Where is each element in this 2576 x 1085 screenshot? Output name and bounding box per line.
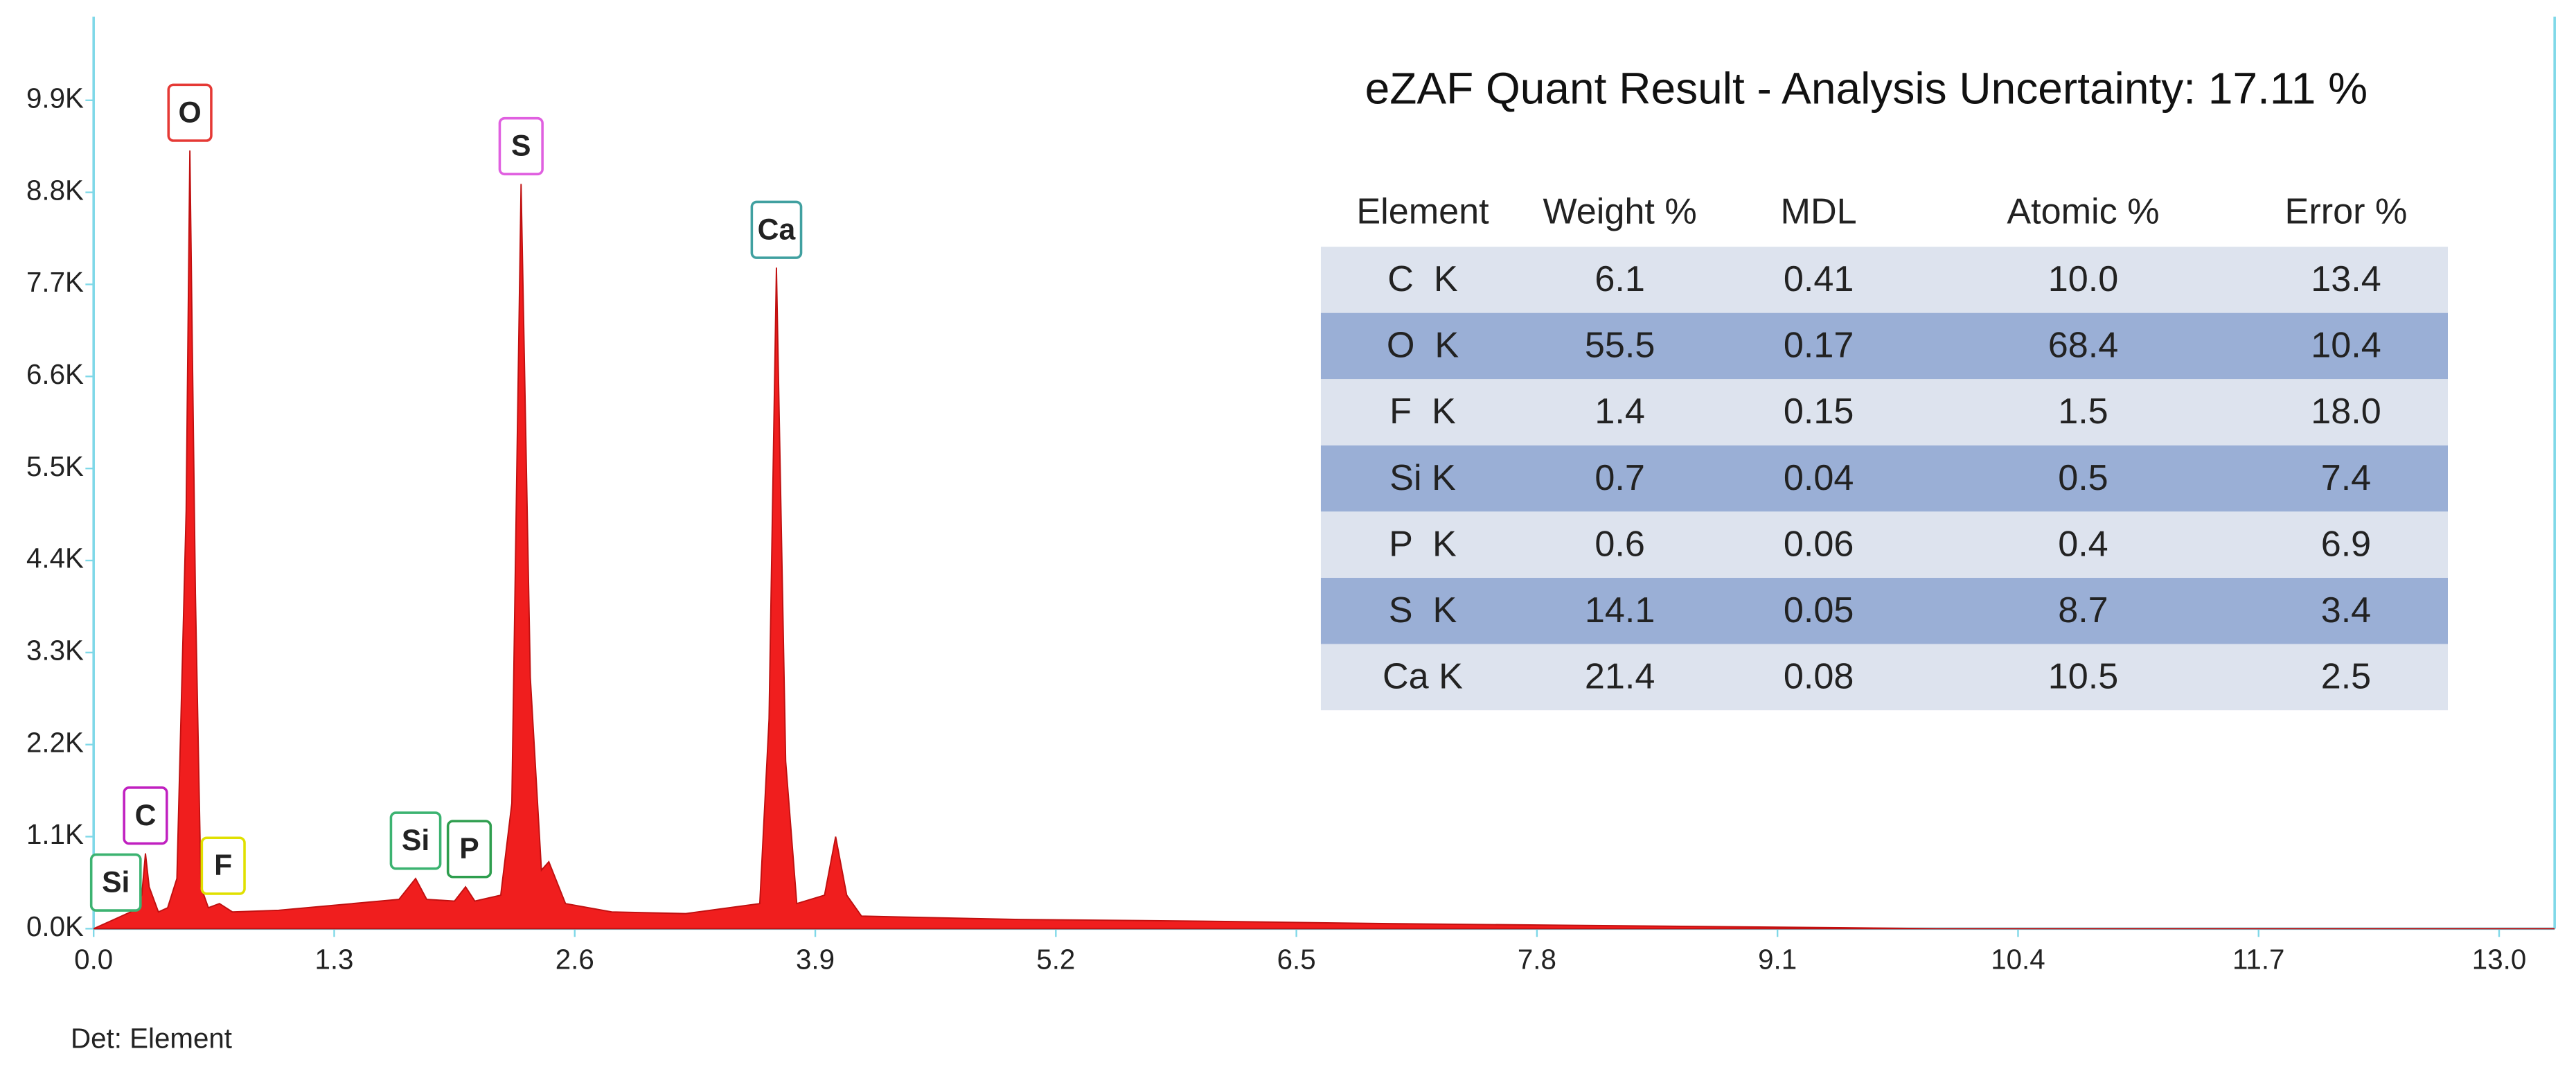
table-header: MDL [1781, 191, 1857, 231]
y-tick-label: 1.1K [26, 818, 84, 850]
x-tick-label: 13.0 [2472, 943, 2526, 975]
table-row [1320, 577, 2448, 644]
x-tick-label: 10.4 [1991, 943, 2045, 975]
x-tick-label: 9.1 [1758, 943, 1797, 975]
x-tick-label: 11.7 [2232, 943, 2284, 975]
peak-label-box [389, 811, 442, 870]
table-cell: 0.04 [1784, 458, 1854, 498]
x-tick-label: 5.2 [1036, 943, 1075, 975]
x-tick-label: 3.9 [796, 943, 835, 975]
peak-label: O [178, 96, 201, 129]
y-tick-label: 7.7K [26, 266, 84, 298]
table-cell: F K [1389, 391, 1456, 432]
table-cell: 0.06 [1784, 524, 1854, 564]
peak-label-box [446, 820, 492, 879]
y-tick-label: 4.4K [26, 542, 84, 574]
table-header: Element [1356, 191, 1489, 231]
table-cell: 1.4 [1595, 391, 1645, 432]
table-cell: S K [1389, 590, 1457, 630]
table-cell: 6.9 [2321, 524, 2372, 564]
table-cell: 18.0 [2311, 391, 2381, 432]
peak-label-box [498, 116, 544, 176]
x-tick-label: 0.0 [74, 943, 113, 975]
table-header: Weight % [1543, 191, 1696, 231]
peak-label: Ca [758, 213, 797, 246]
table-cell: P K [1389, 524, 1457, 564]
table-cell: 0.4 [2058, 524, 2108, 564]
table-cell: C K [1387, 259, 1458, 299]
table-cell: 0.17 [1784, 326, 1854, 366]
table-cell: 68.4 [2048, 326, 2119, 366]
table-cell: 13.4 [2311, 259, 2381, 299]
y-tick-label: 0.0K [26, 910, 84, 942]
y-tick-label: 6.6K [26, 358, 84, 390]
peak-label-box [750, 200, 803, 259]
spectrum [93, 150, 2555, 930]
table-cell: 2.5 [2321, 657, 2372, 697]
table-cell: 0.08 [1784, 657, 1854, 697]
x-tick-label: 1.3 [314, 943, 353, 975]
table-row [1320, 511, 2448, 578]
peak-label: Si [102, 865, 130, 899]
table-cell: 0.41 [1784, 259, 1854, 299]
peak-label-box [89, 853, 142, 912]
table-cell: 55.5 [1585, 326, 1655, 366]
peak-label: S [511, 130, 531, 163]
x-tick-label: 6.5 [1277, 943, 1316, 975]
table-cell: 10.4 [2311, 326, 2381, 366]
peak-label-box [167, 83, 213, 142]
peak-label: C [135, 799, 157, 832]
table-cell: 10.0 [2048, 259, 2119, 299]
table-cell: 8.7 [2058, 590, 2108, 630]
peak-label-box [200, 836, 246, 895]
table-cell: 7.4 [2321, 458, 2372, 498]
table-cell: O K [1387, 326, 1459, 366]
table-cell: 3.4 [2321, 590, 2372, 630]
table-cell: Si K [1389, 458, 1456, 498]
table-cell: Ca K [1383, 657, 1463, 697]
table-cell: 0.05 [1784, 590, 1854, 630]
peak-label: P [459, 832, 479, 865]
y-tick-label: 8.8K [26, 174, 84, 206]
y-tick-label: 2.2K [26, 726, 84, 758]
table-title: eZAF Quant Result - Analysis Uncertainty… [1365, 64, 2368, 114]
table-row [1320, 644, 2448, 711]
table-row [1320, 312, 2448, 380]
table-header: Error % [2285, 191, 2408, 231]
table-header: Atomic % [2007, 191, 2159, 231]
footer: Det: Element [71, 1022, 232, 1054]
table-row [1320, 247, 2448, 313]
peak-label: F [214, 849, 232, 882]
table-row [1320, 445, 2448, 512]
table-cell: 1.5 [2058, 391, 2108, 432]
y-tick-label: 9.9K [26, 82, 84, 114]
peak-label: Si [402, 824, 429, 857]
table-cell: 0.15 [1784, 391, 1854, 432]
table-cell: 0.6 [1595, 524, 1645, 564]
x-tick-label: 2.6 [556, 943, 594, 975]
table-cell: 0.7 [1595, 458, 1645, 498]
table-title-box: eZAF Quant Result - Analysis Uncertainty… [1365, 64, 2368, 114]
y-tick-label: 5.5K [26, 450, 84, 482]
x-tick-label: 7.8 [1518, 943, 1556, 975]
table-cell: 14.1 [1585, 590, 1655, 630]
table-cell: 10.5 [2048, 657, 2119, 697]
y-tick-label: 3.3K [26, 635, 84, 667]
table-cell: 6.1 [1595, 259, 1645, 299]
table-cell: 0.5 [2058, 458, 2108, 498]
table-cell: 21.4 [1585, 657, 1655, 697]
table-row [1320, 379, 2448, 446]
peak-label-box [123, 786, 168, 845]
